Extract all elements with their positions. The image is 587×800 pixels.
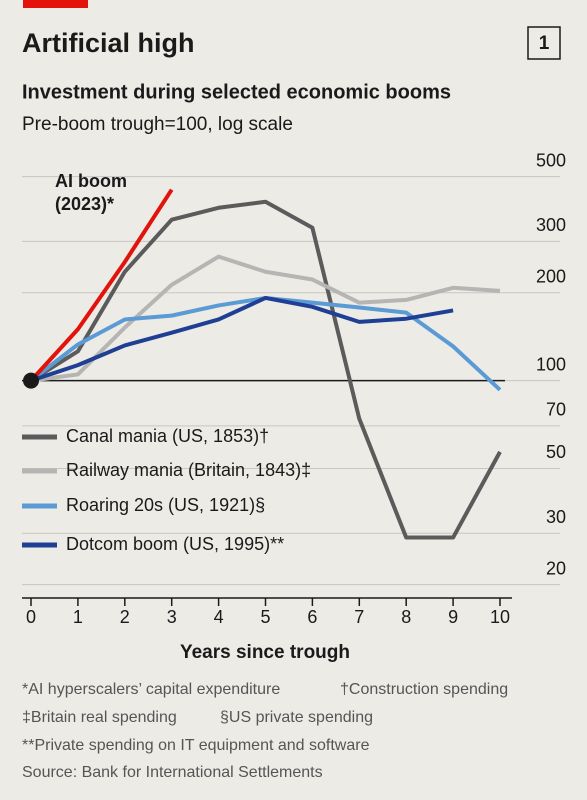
x-tick-label: 1 <box>73 607 83 627</box>
subtitle2: Pre-boom trough=100, log scale <box>22 114 293 135</box>
series-line <box>29 199 502 540</box>
x-tick-label: 5 <box>260 607 270 627</box>
x-tick-label: 10 <box>490 607 510 627</box>
footnote: §US private spending <box>220 709 373 726</box>
legend-label: Dotcom boom (US, 1995)** <box>66 534 284 554</box>
x-axis-label: Years since trough <box>180 642 350 663</box>
y-tick-label: 500 <box>536 150 566 170</box>
footnote: **Private spending on IT equipment and s… <box>22 737 370 754</box>
x-tick-label: 8 <box>401 607 411 627</box>
badge-box <box>527 26 561 60</box>
y-tick-label: 70 <box>546 400 566 420</box>
x-tick-label: 2 <box>120 607 130 627</box>
series-line <box>30 295 454 383</box>
y-tick-label: 200 <box>536 267 566 287</box>
legend-label: Canal mania (US, 1853)† <box>66 426 269 446</box>
x-tick-label: 4 <box>214 607 224 627</box>
footnote: †Construction spending <box>340 681 508 698</box>
y-tick-label: 20 <box>546 558 566 578</box>
source: Source: Bank for International Settlemen… <box>22 764 323 781</box>
legend-label: Roaring 20s (US, 1921)§ <box>66 495 265 515</box>
footnote: *AI hyperscalers’ capital expenditure <box>22 681 280 698</box>
chart-number: 1 <box>539 33 550 54</box>
subtitle: Investment during selected economic boom… <box>22 81 451 103</box>
series-line <box>30 254 501 383</box>
series-line <box>29 188 174 382</box>
x-tick-label: 3 <box>167 607 177 627</box>
x-tick-label: 6 <box>307 607 317 627</box>
y-tick-label: 100 <box>536 354 566 374</box>
y-tick-label: 300 <box>536 215 566 235</box>
y-tick-label: 50 <box>546 442 566 462</box>
chart-title: Artificial high <box>22 28 195 58</box>
red-tag <box>23 0 88 8</box>
y-tick-label: 30 <box>546 507 566 527</box>
x-tick-label: 7 <box>354 607 364 627</box>
ai-annotation: AI boom (2023)* <box>55 171 127 214</box>
x-tick-label: 9 <box>448 607 458 627</box>
origin-dot <box>23 372 39 389</box>
legend-label: Railway mania (Britain, 1843)‡ <box>66 460 311 480</box>
x-tick-label: 0 <box>26 607 36 627</box>
footnote: ‡Britain real spending <box>22 709 177 726</box>
